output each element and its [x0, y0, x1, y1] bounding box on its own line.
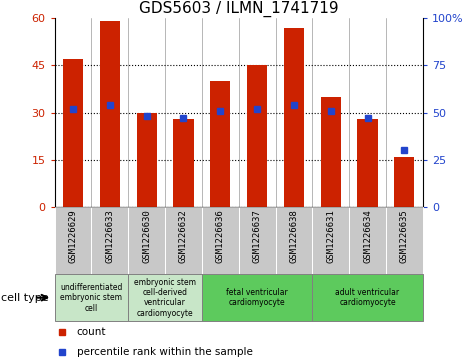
- Bar: [100, 21, 120, 207]
- Text: fetal ventricular
cardiomyocyte: fetal ventricular cardiomyocyte: [226, 288, 288, 307]
- Text: GSM1226636: GSM1226636: [216, 209, 225, 263]
- Text: adult ventricular
cardiomyocyte: adult ventricular cardiomyocyte: [335, 288, 399, 307]
- Text: embryonic stem
cell-derived
ventricular
cardiomyocyte: embryonic stem cell-derived ventricular …: [134, 278, 196, 318]
- Bar: [210, 81, 230, 207]
- Text: percentile rank within the sample: percentile rank within the sample: [77, 347, 253, 357]
- Bar: [165, 207, 202, 274]
- Title: GDS5603 / ILMN_1741719: GDS5603 / ILMN_1741719: [139, 1, 339, 17]
- Bar: [313, 207, 349, 274]
- Bar: [276, 207, 313, 274]
- Bar: [313, 274, 423, 321]
- Bar: [63, 59, 83, 207]
- Text: count: count: [77, 327, 106, 337]
- Text: cell type: cell type: [1, 293, 49, 303]
- Bar: [357, 119, 378, 207]
- Text: undifferentiated
embryonic stem
cell: undifferentiated embryonic stem cell: [60, 283, 123, 313]
- Text: GSM1226635: GSM1226635: [400, 209, 409, 263]
- Text: GSM1226630: GSM1226630: [142, 209, 151, 263]
- Text: GSM1226637: GSM1226637: [253, 209, 262, 263]
- Bar: [238, 207, 276, 274]
- Bar: [284, 28, 304, 207]
- Bar: [202, 207, 238, 274]
- Text: GSM1226634: GSM1226634: [363, 209, 372, 263]
- Bar: [128, 274, 202, 321]
- Bar: [349, 207, 386, 274]
- Bar: [173, 119, 194, 207]
- Bar: [386, 207, 423, 274]
- Text: GSM1226638: GSM1226638: [289, 209, 298, 263]
- Bar: [136, 113, 157, 207]
- Bar: [91, 207, 128, 274]
- Bar: [55, 274, 128, 321]
- Text: GSM1226633: GSM1226633: [105, 209, 114, 263]
- Bar: [128, 207, 165, 274]
- Bar: [321, 97, 341, 207]
- Text: GSM1226632: GSM1226632: [179, 209, 188, 263]
- Text: GSM1226631: GSM1226631: [326, 209, 335, 263]
- Bar: [247, 65, 267, 207]
- Bar: [202, 274, 313, 321]
- Bar: [394, 156, 415, 207]
- Bar: [55, 207, 91, 274]
- Text: GSM1226629: GSM1226629: [68, 209, 77, 263]
